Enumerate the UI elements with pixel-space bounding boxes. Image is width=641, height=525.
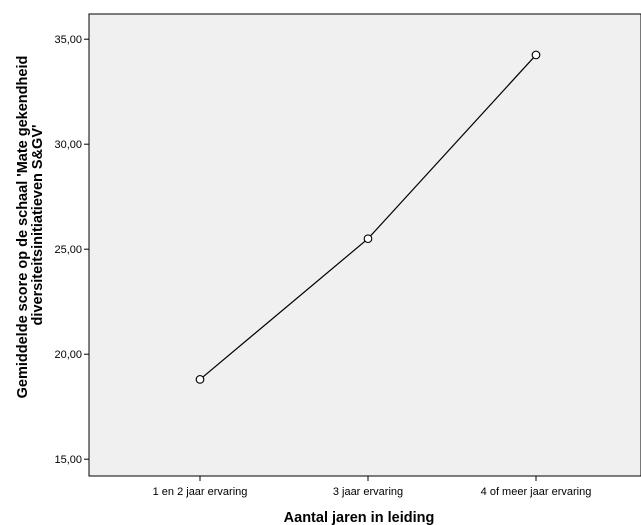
y-tick-label: 20,00 — [54, 349, 82, 361]
series-layer — [195, 50, 541, 384]
data-point — [531, 50, 541, 60]
x-tick-label: 1 en 2 jaar ervaring — [153, 486, 248, 498]
plot-area — [88, 13, 641, 477]
x-tick-label: 3 jaar ervaring — [333, 486, 403, 498]
y-tick-label: 30,00 — [54, 139, 82, 151]
data-point — [363, 234, 373, 244]
y-tick-label: 35,00 — [54, 34, 82, 46]
y-tick-label: 25,00 — [54, 244, 82, 256]
y-axis-title: Gemiddelde score op de schaal 'Mate geke… — [15, 52, 46, 399]
x-axis-title: Aantal jaren in leiding — [284, 510, 435, 525]
y-axis-title-line-1: Gemiddelde score op de schaal 'Mate geke… — [15, 56, 31, 399]
x-tick-label: 4 of meer jaar ervaring — [481, 486, 592, 498]
data-point — [195, 375, 205, 384]
y-axis-title-line-2: diversiteitsinitiatieven S&GV' — [30, 125, 46, 326]
x-axis: 1 en 2 jaar ervaring 3 jaar ervaring 4 of … — [153, 476, 592, 498]
y-tick-label: 15,00 — [54, 454, 82, 466]
y-axis: 15,00 20,00 25,00 30,00 35,00 — [54, 34, 89, 466]
